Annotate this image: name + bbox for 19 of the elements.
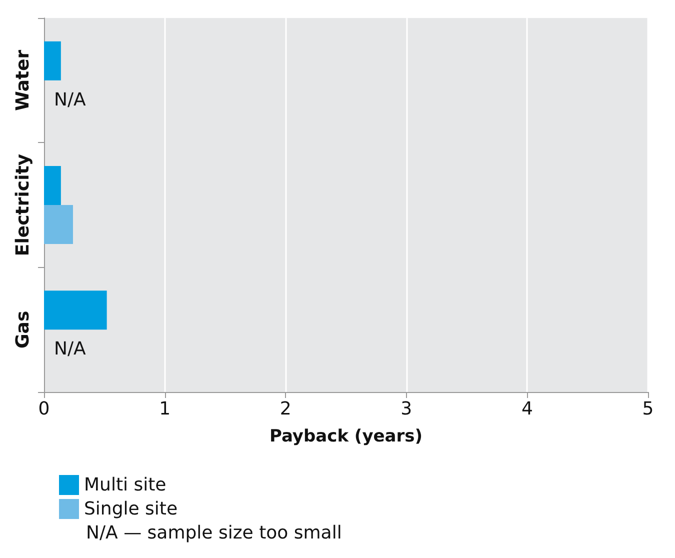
y-tick-label: Water xyxy=(12,50,34,111)
legend-label: Single site xyxy=(84,498,178,520)
text: N/A — sample size too small xyxy=(86,522,342,544)
bar xyxy=(44,290,107,330)
annotation: N/A xyxy=(54,338,87,360)
x-tick-label: 2 xyxy=(280,398,292,420)
x-tick-label: 4 xyxy=(521,398,533,420)
x-axis-title: Payback (years) xyxy=(269,426,423,446)
x-tick-label: 3 xyxy=(400,398,412,420)
legend-label: Multi site xyxy=(84,474,166,496)
x-tick-label: 5 xyxy=(642,398,654,420)
bar xyxy=(44,41,61,80)
y-tick-label: Electricity xyxy=(12,154,34,256)
x-tick-label: 0 xyxy=(38,398,50,420)
y-tick-label: Gas xyxy=(12,310,34,348)
bar xyxy=(44,166,61,205)
bar xyxy=(44,205,73,244)
annotation: N/A xyxy=(54,89,87,110)
x-tick-label: 1 xyxy=(159,398,171,420)
